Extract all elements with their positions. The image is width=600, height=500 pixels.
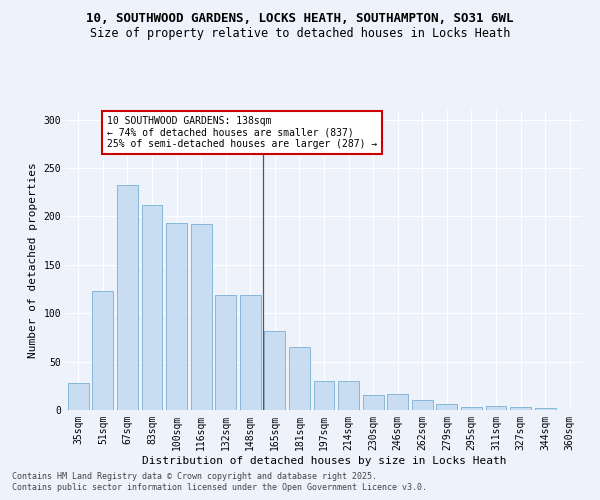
Bar bbox=[535, 408, 556, 410]
Bar bbox=[412, 400, 433, 410]
Y-axis label: Number of detached properties: Number of detached properties bbox=[28, 162, 38, 358]
Text: Contains public sector information licensed under the Open Government Licence v3: Contains public sector information licen… bbox=[12, 484, 427, 492]
Bar bbox=[68, 383, 89, 410]
Bar bbox=[436, 404, 457, 410]
Bar bbox=[265, 330, 286, 410]
Text: 10, SOUTHWOOD GARDENS, LOCKS HEATH, SOUTHAMPTON, SO31 6WL: 10, SOUTHWOOD GARDENS, LOCKS HEATH, SOUT… bbox=[86, 12, 514, 26]
Bar bbox=[92, 291, 113, 410]
Bar bbox=[314, 381, 334, 410]
Bar bbox=[240, 295, 261, 410]
Bar bbox=[166, 223, 187, 410]
Text: Size of property relative to detached houses in Locks Heath: Size of property relative to detached ho… bbox=[90, 28, 510, 40]
Bar bbox=[215, 295, 236, 410]
Bar bbox=[338, 381, 359, 410]
Bar bbox=[117, 184, 138, 410]
Bar bbox=[510, 407, 531, 410]
Bar bbox=[485, 406, 506, 410]
Text: 10 SOUTHWOOD GARDENS: 138sqm
← 74% of detached houses are smaller (837)
25% of s: 10 SOUTHWOOD GARDENS: 138sqm ← 74% of de… bbox=[107, 116, 377, 149]
Bar bbox=[142, 205, 163, 410]
X-axis label: Distribution of detached houses by size in Locks Heath: Distribution of detached houses by size … bbox=[142, 456, 506, 466]
Bar bbox=[362, 396, 383, 410]
Bar bbox=[387, 394, 408, 410]
Bar bbox=[289, 347, 310, 410]
Bar bbox=[461, 407, 482, 410]
Text: Contains HM Land Registry data © Crown copyright and database right 2025.: Contains HM Land Registry data © Crown c… bbox=[12, 472, 377, 481]
Bar bbox=[191, 224, 212, 410]
